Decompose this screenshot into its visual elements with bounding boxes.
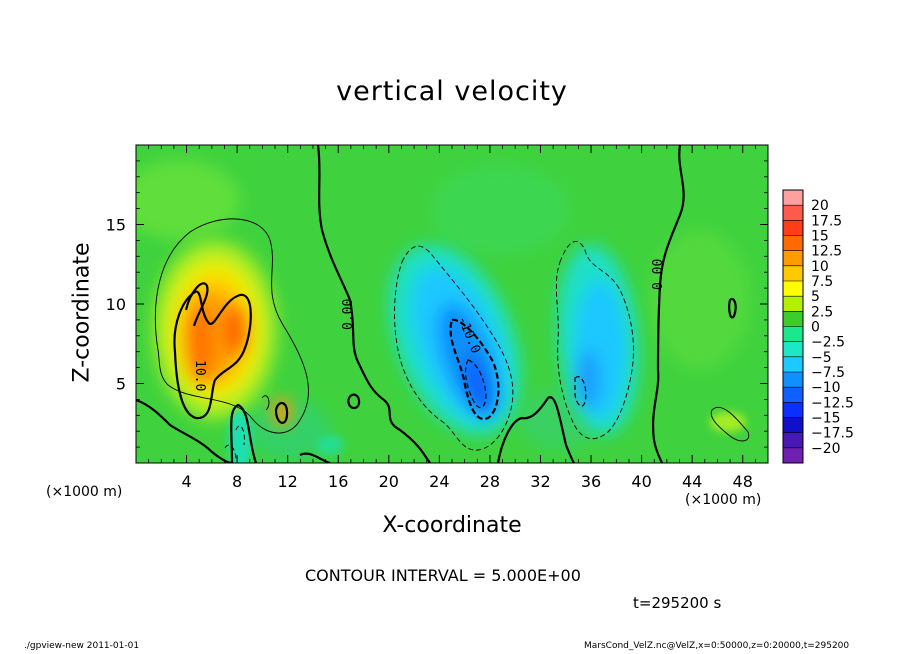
colorbar-swatch-5 <box>783 265 803 282</box>
contour-label-zero-right: 0.00 <box>651 259 666 290</box>
x-tick-label-2: 12 <box>278 472 298 491</box>
colorbar-label-11: −7.5 <box>811 365 845 381</box>
colorbar-label-2: 15 <box>811 229 829 245</box>
y-axis-label: Z-coordinate <box>69 242 95 383</box>
x-tick-label-1: 8 <box>232 472 242 491</box>
colorbar-swatch-7 <box>783 296 803 312</box>
colorbar-swatch-4 <box>783 250 803 267</box>
colorbar-swatch-0 <box>783 190 803 206</box>
colorbar-label-13: −12.5 <box>811 395 854 411</box>
contour-interval-text: CONTOUR INTERVAL = 5.000E+00 <box>305 566 581 585</box>
colorbar-label-3: 12.5 <box>811 244 842 260</box>
x-unit-left: (×1000 m) <box>46 484 123 500</box>
x-unit-right: (×1000 m) <box>685 492 762 508</box>
colorbar-swatch-17 <box>783 447 803 464</box>
colorbar-swatch-13 <box>783 387 803 403</box>
x-tick-label-0: 4 <box>181 472 191 491</box>
colorbar-label-15: −17.5 <box>811 426 854 442</box>
x-tick-label-5: 24 <box>429 472 449 491</box>
colorbar-label-6: 5 <box>811 289 820 305</box>
y-tick-label-0: 5 <box>116 375 126 394</box>
colorbar-swatch-8 <box>783 311 803 327</box>
colorbar-swatch-16 <box>783 432 803 449</box>
colorbar-swatch-12 <box>783 372 803 388</box>
colorbar-swatch-10 <box>783 341 803 358</box>
colorbar-label-14: −15 <box>811 411 841 427</box>
colorbar: 2017.51512.5107.552.50−2.5−5−7.5−10−12.5… <box>782 189 854 464</box>
x-tick-label-7: 32 <box>530 472 550 491</box>
colorbar-swatch-2 <box>783 220 803 236</box>
colorbar-swatch-11 <box>783 356 803 373</box>
colorbar-label-1: 17.5 <box>811 213 842 229</box>
time-label: t=295200 s <box>633 594 722 612</box>
colorbar-label-9: −2.5 <box>811 335 845 351</box>
colorbar-label-5: 7.5 <box>811 274 833 290</box>
x-tick-label-8: 36 <box>581 472 601 491</box>
colorbar-label-7: 2.5 <box>811 304 833 320</box>
colorbar-label-0: 20 <box>811 198 829 214</box>
contour-label-zero-center: 0.00 <box>341 299 356 330</box>
colorbar-label-4: 10 <box>811 259 829 275</box>
colorbar-swatch-1 <box>783 205 803 221</box>
x-tick-label-3: 16 <box>328 472 348 491</box>
x-tick-labels: 4 8 12 16 20 24 28 32 36 40 44 48 <box>181 472 752 491</box>
x-axis-label: X-coordinate <box>382 513 522 538</box>
colorbar-swatch-9 <box>783 326 803 343</box>
colorbar-label-8: 0 <box>811 320 820 336</box>
colorbar-swatch-15 <box>783 417 803 434</box>
chart-title: vertical velocity <box>336 76 568 107</box>
colorbar-swatch-6 <box>783 281 803 297</box>
colorbar-label-16: −20 <box>811 441 841 457</box>
x-tick-label-11: 48 <box>733 472 753 491</box>
footer-right: MarsCond_VelZ.nc@VelZ,x=0:50000,z=0:2000… <box>584 641 850 651</box>
y-tick-label-2: 15 <box>106 216 126 235</box>
colorbar-label-10: −5 <box>811 350 832 366</box>
colorbar-label-12: −10 <box>811 380 841 396</box>
y-tick-label-1: 10 <box>106 295 126 314</box>
x-tick-label-10: 44 <box>682 472 702 491</box>
x-tick-label-6: 28 <box>480 472 500 491</box>
x-tick-label-4: 20 <box>379 472 399 491</box>
y-tick-labels: 5 10 15 <box>106 216 126 394</box>
x-tick-label-9: 40 <box>631 472 651 491</box>
contour-label-updraft: 10.0 <box>192 360 207 391</box>
heatmap-field: 10.0 0.00 -10.0 0.00 <box>136 145 768 463</box>
colorbar-swatch-14 <box>783 402 803 418</box>
axis-ticks <box>136 145 768 463</box>
footer-left: ./gpview-new 2011-01-01 <box>24 641 140 651</box>
colorbar-swatch-3 <box>783 235 803 252</box>
